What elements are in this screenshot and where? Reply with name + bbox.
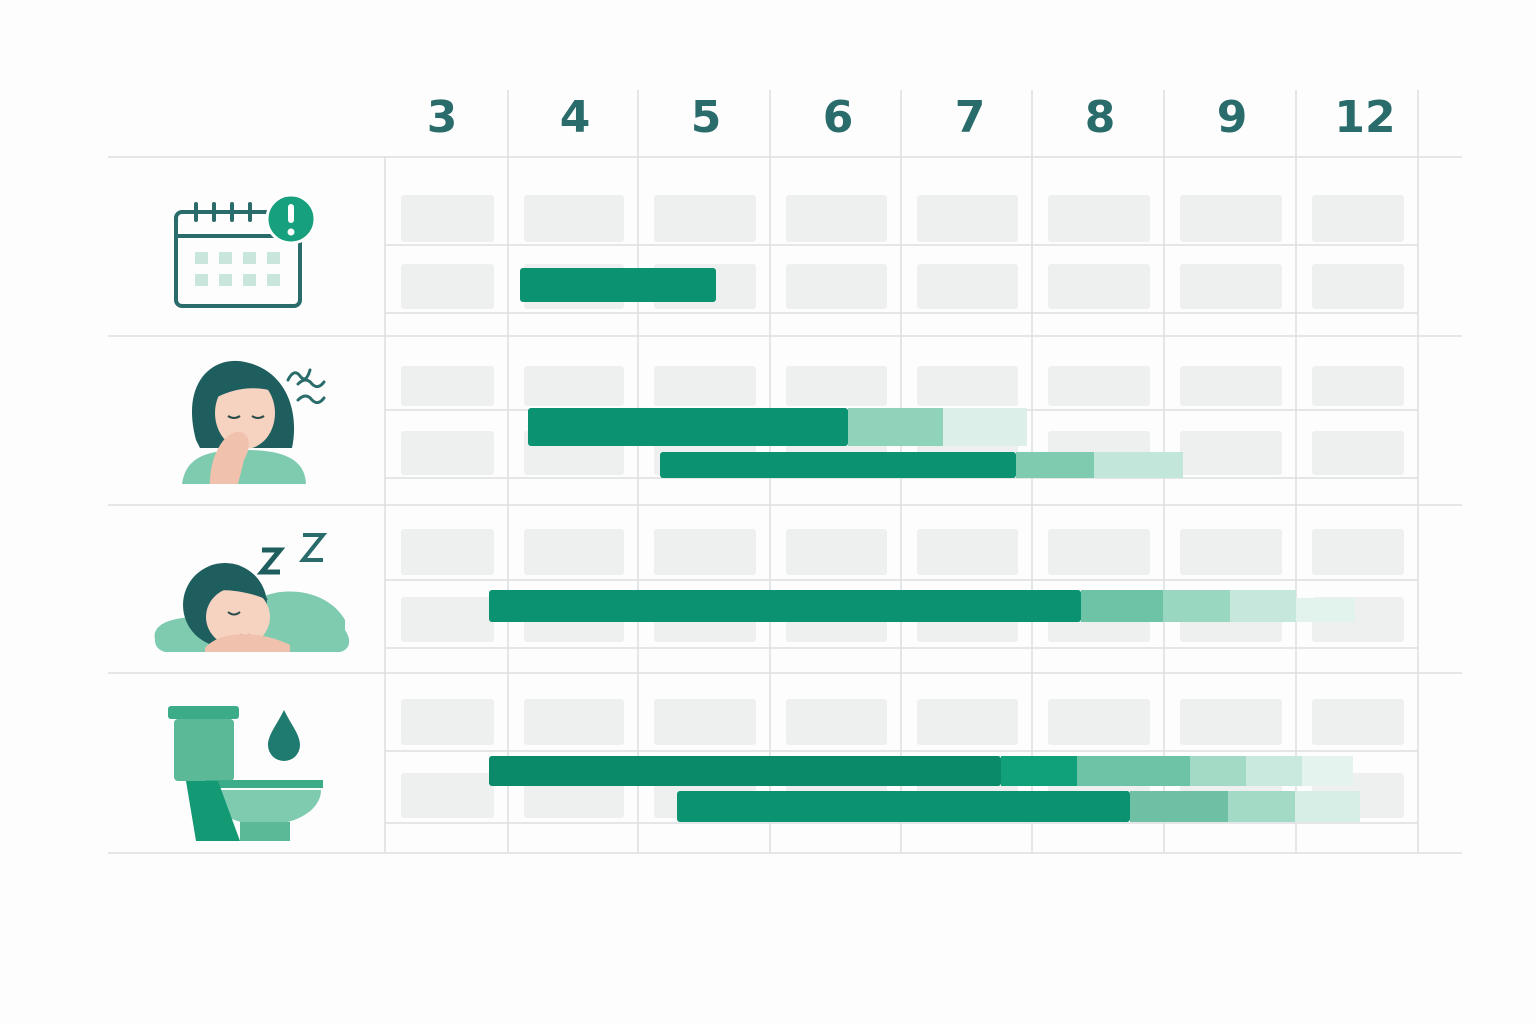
bar-fade bbox=[1016, 452, 1094, 478]
column-header: 9 bbox=[1217, 92, 1248, 143]
cell-placeholder bbox=[786, 366, 887, 406]
bar-fade bbox=[848, 408, 943, 446]
cell-placeholder bbox=[654, 529, 756, 575]
bar-fade bbox=[1230, 590, 1296, 622]
cell-placeholder bbox=[1312, 195, 1404, 242]
cell-placeholder bbox=[401, 195, 494, 242]
bar bbox=[520, 268, 716, 302]
cell-placeholder bbox=[1180, 699, 1282, 745]
cell-placeholder bbox=[401, 366, 494, 406]
cell-placeholder bbox=[786, 529, 887, 575]
cell-placeholder bbox=[1048, 195, 1150, 242]
cell-placeholder bbox=[917, 195, 1018, 242]
bar-fade bbox=[1246, 756, 1302, 786]
bar-fade bbox=[1302, 756, 1353, 786]
cell-placeholder bbox=[654, 366, 756, 406]
bar-fade bbox=[1163, 590, 1230, 622]
column-header: 12 bbox=[1334, 92, 1395, 143]
cell-placeholder bbox=[1048, 264, 1150, 309]
bar-fade bbox=[1190, 756, 1246, 786]
cell-placeholder bbox=[401, 699, 494, 745]
cell-placeholder bbox=[1048, 699, 1150, 745]
column-header: 8 bbox=[1085, 92, 1116, 143]
cell-placeholder bbox=[524, 699, 624, 745]
column-header: 5 bbox=[691, 92, 722, 143]
cell-placeholder bbox=[401, 773, 494, 818]
cell-placeholder bbox=[917, 699, 1018, 745]
column-header: 7 bbox=[955, 92, 986, 143]
urination-icon bbox=[168, 706, 323, 841]
bar-fade bbox=[1077, 756, 1190, 786]
bar bbox=[489, 590, 1081, 622]
bar-fade bbox=[1001, 756, 1077, 786]
cell-placeholder bbox=[401, 597, 494, 642]
cell-placeholder bbox=[524, 529, 624, 575]
bar-fade bbox=[1296, 598, 1355, 622]
cell-placeholder bbox=[401, 264, 494, 309]
cell-placeholder bbox=[1180, 529, 1282, 575]
bar bbox=[528, 408, 848, 446]
bars bbox=[489, 268, 1360, 822]
bar bbox=[660, 452, 1016, 478]
cell-placeholder bbox=[1312, 366, 1404, 406]
nausea-icon bbox=[182, 360, 326, 484]
cell-placeholder bbox=[1312, 431, 1404, 475]
bar bbox=[489, 756, 1001, 786]
fatigue-icon bbox=[154, 533, 350, 652]
cell-placeholder bbox=[524, 195, 624, 242]
column-header: 4 bbox=[560, 92, 591, 143]
cell-placeholder bbox=[1312, 529, 1404, 575]
cell-placeholder bbox=[524, 366, 624, 406]
bar-fade bbox=[1228, 791, 1295, 822]
cell-placeholder bbox=[786, 195, 887, 242]
column-header: 6 bbox=[823, 92, 854, 143]
cell-placeholder bbox=[917, 366, 1018, 406]
bar-fade bbox=[943, 408, 1027, 446]
cell-placeholder bbox=[654, 195, 756, 242]
cell-placeholder bbox=[401, 431, 494, 475]
cell-placeholder bbox=[1048, 529, 1150, 575]
cell-placeholder bbox=[917, 264, 1018, 309]
cell-placeholder bbox=[1180, 431, 1282, 475]
cell-placeholder bbox=[654, 699, 756, 745]
bar bbox=[677, 791, 1130, 822]
cell-placeholder bbox=[1180, 264, 1282, 309]
calendar-icon bbox=[174, 193, 317, 308]
cell-placeholder bbox=[1180, 195, 1282, 242]
cell-placeholder bbox=[1312, 699, 1404, 745]
bar-fade bbox=[1081, 590, 1163, 622]
cell-placeholder bbox=[401, 529, 494, 575]
cell-placeholder bbox=[1312, 264, 1404, 309]
cell-placeholder bbox=[1048, 366, 1150, 406]
cell-placeholder bbox=[786, 699, 887, 745]
bar-fade bbox=[1295, 791, 1360, 822]
cell-placeholder bbox=[1180, 366, 1282, 406]
bar-fade bbox=[1094, 452, 1183, 478]
column-header: 3 bbox=[427, 92, 458, 143]
cell-placeholder bbox=[786, 264, 887, 309]
bar-fade bbox=[1130, 791, 1228, 822]
cell-placeholder bbox=[917, 529, 1018, 575]
